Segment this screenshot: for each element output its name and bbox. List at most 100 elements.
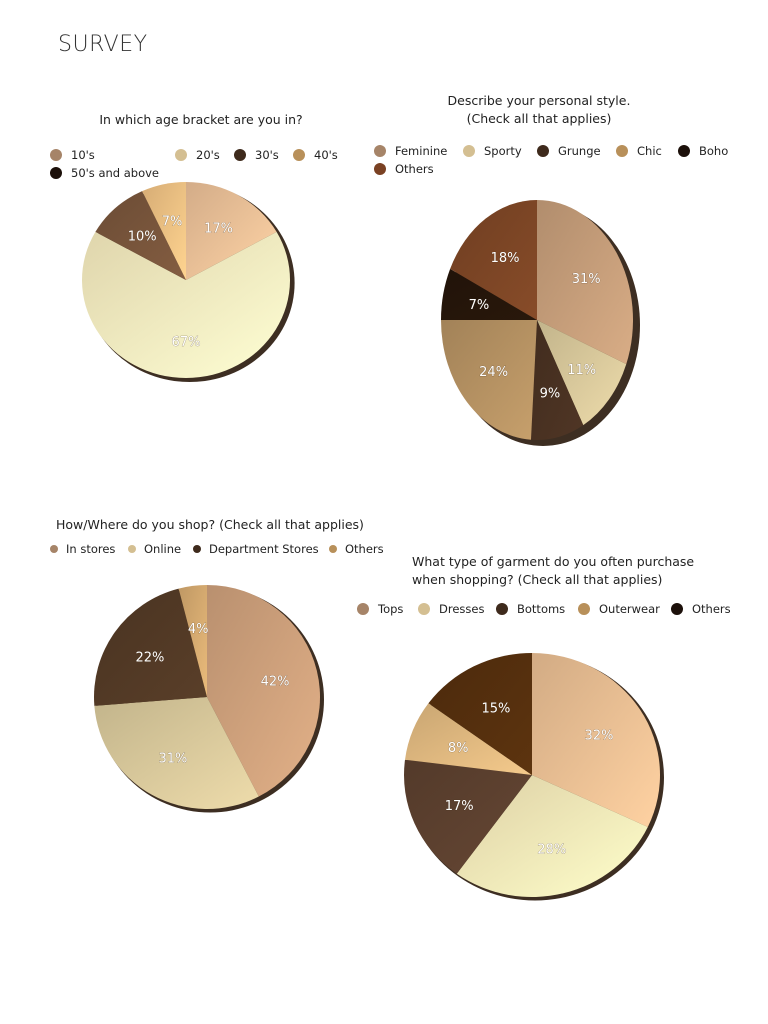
legend-item: Dresses: [418, 602, 484, 616]
pie-slice: [441, 268, 537, 320]
legend-label: Sporty: [484, 144, 522, 158]
chart-title-garment: What type of garment do you often purcha…: [412, 554, 695, 587]
legend-item: Others: [374, 162, 434, 176]
legend-label: 30's: [255, 148, 279, 162]
legend-label: 50's and above: [71, 166, 159, 180]
chart-title-age: In which age bracket are you in?: [99, 112, 303, 127]
pie-slice: [95, 191, 186, 280]
pie-slice: [93, 588, 207, 706]
legend-label: 40's: [314, 148, 338, 162]
pie-slice-label: 7%: [469, 298, 490, 313]
legend-item: Grunge: [537, 144, 601, 158]
pie-slice-label: 17%: [445, 799, 474, 814]
legend-label: Online: [144, 542, 182, 556]
legend-item: 40's: [293, 148, 338, 162]
pie-slice-label: 18%: [491, 251, 520, 266]
pie-slice-label: 11%: [567, 363, 596, 378]
legend-swatch-icon: [671, 603, 683, 615]
legend-label: In stores: [66, 542, 116, 556]
pie-slice-label: 67%: [172, 335, 201, 350]
pie-slice-label: 28%: [537, 842, 566, 857]
legend-swatch-icon: [357, 603, 369, 615]
pie-slice: [404, 759, 532, 874]
legend-swatch-icon: [175, 149, 187, 161]
pie-slice: [537, 200, 633, 365]
legend-item: In stores: [50, 542, 115, 556]
chart-title-style: Describe your personal style. (Check all…: [447, 93, 631, 126]
legend-label: Dresses: [439, 602, 485, 616]
pie-slice-label: 42%: [261, 675, 290, 690]
pie-slice-label: 7%: [162, 215, 183, 230]
legend-swatch-icon: [50, 545, 58, 553]
legend-swatch-icon: [616, 145, 628, 157]
legend-swatch-icon: [128, 545, 136, 553]
pie-slice: [178, 585, 207, 697]
legend-label: Bottoms: [517, 602, 566, 616]
pie-slice-label: 10%: [128, 229, 157, 244]
legend-swatch-icon: [374, 163, 386, 175]
chart-title-shop: How/Where do you shop? (Check all that a…: [56, 517, 364, 532]
legend-swatch-icon: [234, 149, 246, 161]
legend-item: Department Stores: [193, 542, 319, 556]
pie-slice-label: 31%: [158, 752, 187, 767]
legend-label: Outerwear: [599, 602, 660, 616]
legend-swatch-icon: [50, 149, 62, 161]
pie-slice-label: 15%: [482, 702, 511, 717]
pie-slice: [532, 653, 660, 827]
legend-swatch-icon: [678, 145, 690, 157]
pie-slice: [456, 775, 648, 898]
legend-item: 10's: [50, 148, 95, 162]
legend-label: Tops: [378, 602, 404, 616]
legend-swatch-icon: [537, 145, 549, 157]
legend-label: 10's: [71, 148, 95, 162]
pie-slice-label: 32%: [585, 728, 614, 743]
pie-slice-label: 24%: [479, 365, 508, 380]
legend-label: Others: [345, 542, 384, 556]
legend-label: 20's: [196, 148, 220, 162]
legend-item: Outerwear: [578, 602, 660, 616]
legend-label: Boho: [699, 144, 729, 158]
legend-item: 50's and above: [50, 166, 159, 180]
legend-item: Feminine: [374, 144, 447, 158]
legend-item: Chic: [616, 144, 662, 158]
pie-slice: [94, 697, 259, 809]
pie-slice-label: 31%: [572, 272, 601, 287]
legend-item: Boho: [678, 144, 728, 158]
legend-item: 30's: [234, 148, 279, 162]
legend-label: Grunge: [558, 144, 601, 158]
legend-label: Others: [395, 162, 434, 176]
page-title: SURVEY: [58, 32, 148, 57]
legend-item: Others: [329, 542, 384, 556]
legend-swatch-icon: [496, 603, 508, 615]
pie-slice: [142, 182, 186, 280]
pie-slice: [441, 320, 537, 440]
legend-item: Others: [671, 602, 731, 616]
legend-label: Feminine: [395, 144, 448, 158]
pie-slice-label: 8%: [448, 741, 469, 756]
legend-swatch-icon: [418, 603, 430, 615]
legend-swatch-icon: [293, 149, 305, 161]
legend-item: Online: [128, 542, 181, 556]
pie-slice-label: 22%: [135, 651, 164, 666]
pie-slice: [537, 320, 627, 426]
pie-slice: [82, 231, 290, 378]
legend-swatch-icon: [374, 145, 386, 157]
pie-slice-label: 9%: [540, 387, 561, 402]
legend-label: Chic: [637, 144, 662, 158]
legend-label: Others: [692, 602, 731, 616]
pie-slice: [428, 653, 532, 775]
legend-swatch-icon: [193, 545, 201, 553]
pie-slice: [186, 182, 277, 280]
pie-slice: [207, 585, 320, 797]
legend-swatch-icon: [578, 603, 590, 615]
pie-slice-label: 17%: [204, 222, 233, 237]
pie-slice: [405, 703, 532, 775]
pie-slice-label: 4%: [188, 622, 209, 637]
legend-label: Department Stores: [209, 542, 319, 556]
legend-item: Bottoms: [496, 602, 565, 616]
legend-item: 20's: [175, 148, 220, 162]
